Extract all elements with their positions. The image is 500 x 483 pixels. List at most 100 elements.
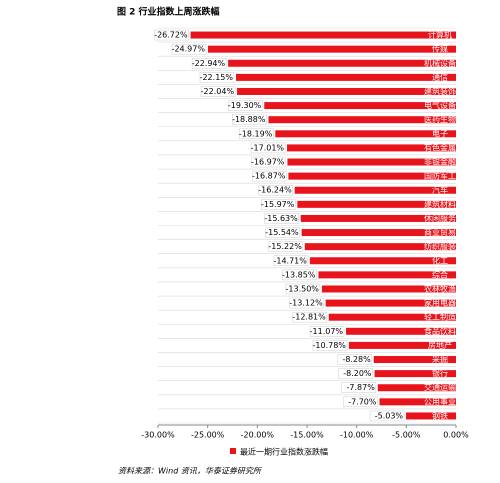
bar (379, 398, 456, 406)
category-label: 传媒 (432, 44, 448, 54)
value-label: -16.87% (252, 172, 286, 181)
value-label-bg (258, 184, 293, 196)
category-label: 机械设备 (424, 58, 456, 68)
value-label-bg (251, 156, 286, 168)
value-label-bg (343, 396, 378, 408)
bar (287, 144, 456, 152)
legend-swatch (230, 448, 236, 454)
value-label: -26.72% (154, 31, 188, 40)
bar (301, 229, 456, 237)
category-label: 电气设备 (424, 100, 456, 110)
value-label: -15.22% (268, 242, 302, 251)
x-tick-label: -30.00% (141, 431, 175, 440)
value-label-bg (191, 58, 227, 69)
category-label: 国防军工 (424, 171, 456, 181)
bar (318, 271, 456, 279)
value-label-bg (289, 297, 324, 309)
value-label: -18.19% (239, 129, 273, 138)
category-label: 交通运输 (424, 382, 456, 392)
category-label: 公用事业 (424, 396, 456, 406)
value-label: -17.01% (251, 143, 285, 152)
value-label: -13.12% (289, 299, 323, 308)
x-tick-label: -5.00% (392, 431, 421, 440)
value-label-bg (337, 354, 373, 365)
bar (275, 130, 456, 138)
value-label: -15.97% (261, 200, 295, 209)
category-label: 轻工制造 (424, 312, 456, 322)
bar (348, 341, 456, 349)
category-label: 纺织服装 (424, 241, 456, 251)
bar (264, 102, 456, 110)
value-label: -13.85% (282, 270, 316, 279)
value-label-bg (312, 340, 348, 351)
value-label: -18.88% (232, 115, 266, 124)
value-label-bg (200, 86, 236, 97)
value-label: -22.04% (201, 87, 235, 96)
bar (190, 31, 456, 39)
value-label-bg (268, 241, 304, 252)
bar (300, 214, 456, 222)
x-tick-label: -20.00% (241, 431, 275, 440)
category-label: 房地产 (428, 340, 452, 350)
x-tick-label: 0.00% (443, 431, 469, 440)
value-label-bg (199, 72, 235, 83)
bar (325, 299, 456, 307)
value-label: -24.97% (172, 45, 206, 54)
value-label-bg (232, 114, 267, 125)
value-label: -16.97% (251, 158, 285, 167)
value-label-bg (154, 29, 189, 41)
value-label-bg (309, 326, 345, 337)
value-label: -22.94% (192, 59, 226, 68)
category-label: 汽车 (432, 185, 448, 195)
value-label-bg (171, 43, 207, 55)
category-label: 医药生物 (424, 114, 456, 124)
bar (235, 73, 456, 81)
value-label: -12.81% (292, 313, 326, 322)
bar (288, 172, 456, 180)
value-label-bg (282, 269, 317, 281)
legend-label: 最近一期行业指数涨跌幅 (240, 447, 328, 457)
bar (374, 370, 456, 378)
category-label: 化工 (432, 255, 448, 265)
value-label-bg (273, 255, 309, 267)
category-label: 建筑装饰 (424, 86, 456, 96)
value-label-bg (265, 227, 300, 238)
x-tick-label: -25.00% (191, 431, 225, 440)
category-label: 家用电器 (424, 298, 456, 308)
bar (377, 384, 456, 392)
value-label: -14.71% (273, 256, 307, 265)
value-label: -22.15% (200, 73, 234, 82)
bar (287, 158, 456, 166)
value-label: -5.03% (375, 411, 404, 420)
category-label: 钢铁 (432, 410, 448, 420)
category-label: 有色金属 (424, 142, 456, 152)
bar (268, 116, 456, 124)
category-label: 银行 (432, 368, 448, 378)
value-label-bg (341, 382, 377, 393)
category-label: 通信 (432, 72, 448, 82)
bar (297, 200, 456, 208)
value-label-bg (264, 213, 299, 224)
value-label: -16.24% (258, 186, 292, 195)
value-label: -7.70% (348, 397, 377, 406)
category-label: 电子 (432, 128, 448, 138)
source-note: 资料来源：Wind 资讯，华泰证券研究所 (118, 467, 263, 476)
category-label: 商业贸易 (424, 227, 456, 237)
bar (328, 313, 456, 321)
category-label: 非银金融 (424, 157, 456, 167)
value-label: -19.30% (228, 101, 262, 110)
bar (309, 257, 456, 265)
bar (321, 285, 456, 293)
bar (294, 186, 456, 194)
category-label: 综合 (432, 269, 448, 279)
value-label-bg (250, 142, 286, 154)
value-label: -10.78% (313, 341, 347, 350)
value-label: -15.63% (264, 214, 298, 223)
value-label-bg (338, 368, 373, 379)
value-label-bg (285, 283, 321, 295)
bar (228, 59, 456, 67)
value-label-bg (261, 199, 296, 210)
value-label-bg (228, 100, 263, 111)
bar (346, 327, 456, 335)
chart-title: 图 2 行业指数上周涨跌幅 (117, 6, 220, 18)
